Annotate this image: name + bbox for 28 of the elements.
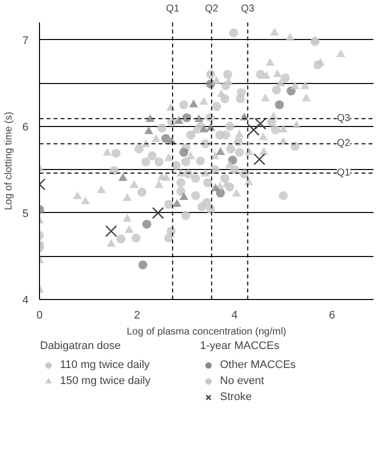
legend-label: No event xyxy=(220,375,264,387)
point xyxy=(253,153,266,166)
x-tick-label: 2 xyxy=(134,310,140,322)
point xyxy=(105,225,118,238)
ref-line-label: Q1 xyxy=(336,168,351,179)
y-tick-label: 5 xyxy=(22,208,29,220)
point xyxy=(152,206,164,219)
legend-label: 110 mg twice daily xyxy=(60,359,150,371)
y-axis-title: Log of clotting time (s) xyxy=(3,112,14,210)
y-tick-label: 4 xyxy=(22,294,29,306)
legend-label: 150 mg twice daily xyxy=(60,375,150,387)
text: Dabigatran dose xyxy=(40,340,121,352)
ref-line-label: Q3 xyxy=(336,113,351,124)
ref-line-label: Q1 xyxy=(166,4,180,14)
y-tick-label: 7 xyxy=(22,34,29,47)
x-axis-title: Log of plasma concentration (ng/ml) xyxy=(126,326,286,338)
ref-line-label: Q2 xyxy=(336,138,351,150)
y-tick-label: 6 xyxy=(22,121,29,134)
x-tick-label: 4 xyxy=(231,310,238,322)
x-tick-label: 0 xyxy=(36,310,43,322)
legend-label: Other MACCEs xyxy=(220,359,296,371)
ref-line-label: Q3 xyxy=(241,4,255,14)
text: 1-year MACCEs xyxy=(200,340,280,352)
legend-label: Stroke xyxy=(220,391,252,403)
ref-line-label: Q2 xyxy=(204,4,219,14)
x-tick-label: 6 xyxy=(328,310,336,322)
point xyxy=(248,124,260,136)
point xyxy=(254,118,266,130)
